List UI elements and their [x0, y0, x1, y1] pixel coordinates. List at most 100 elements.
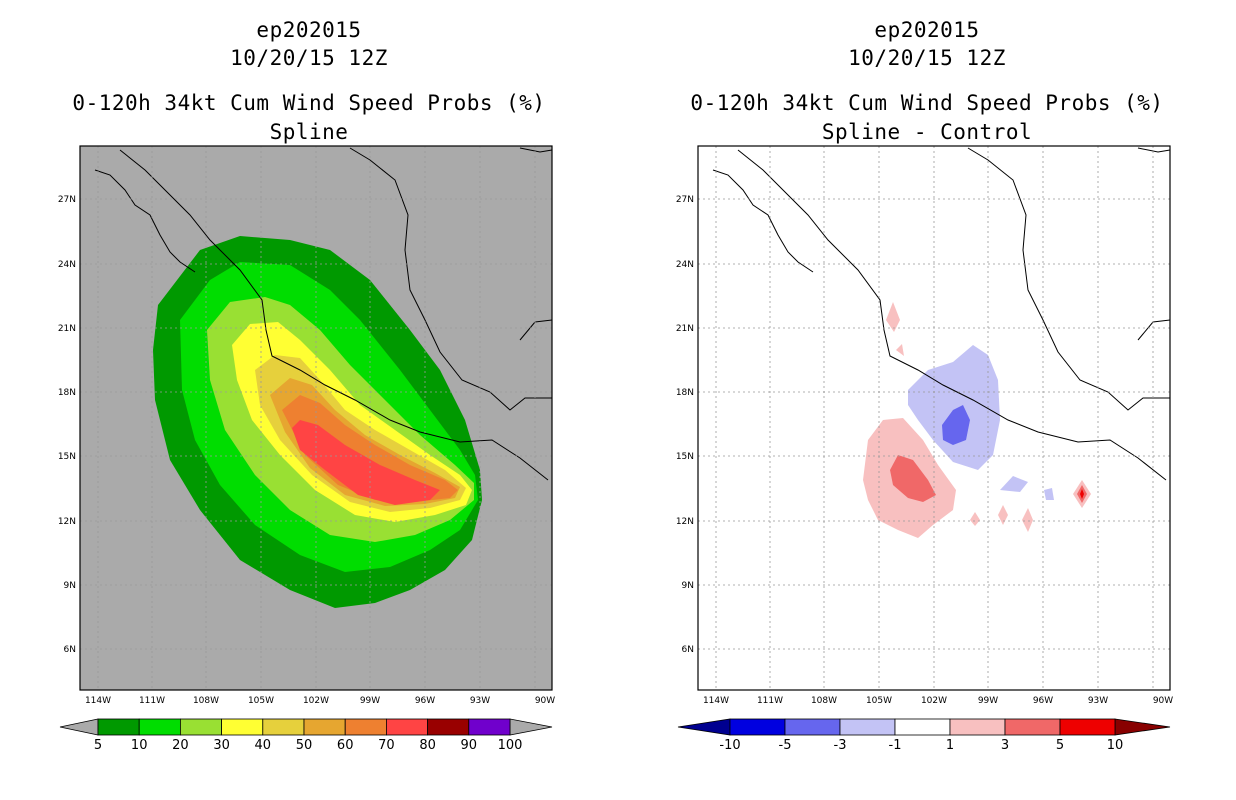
colorbar-under-arrow: [677, 718, 731, 736]
right-title-storm: ep202015: [874, 18, 980, 42]
left-title-product: 0-120h 34kt Cum Wind Speed Probs (%): [72, 91, 546, 115]
lat-label: 12N: [58, 517, 76, 527]
lon-label: 90W: [1153, 696, 1173, 706]
coastline-texas: [1137, 147, 1171, 153]
colorbar-tick-label: 3: [1001, 738, 1009, 753]
coastline-baja: [94, 169, 196, 273]
lat-label: 9N: [682, 581, 694, 591]
coastline-gulf: [349, 147, 552, 411]
coastline-texas: [519, 147, 553, 153]
lon-label: 96W: [415, 696, 435, 706]
colorbar-segment: [97, 718, 140, 736]
lat-label: 15N: [58, 452, 76, 462]
colorbar-segment: [385, 718, 428, 736]
colorbar-tick-label: 70: [378, 738, 395, 753]
colorbar-segment: [138, 718, 181, 736]
lon-label: 99W: [360, 696, 380, 706]
colorbar-tick-label: 100: [498, 738, 523, 753]
diff-neg-light: [908, 345, 1000, 470]
diff-pos-light: [1022, 508, 1033, 532]
colorbar-tick-label: 10: [131, 738, 148, 753]
diff-pos-strong: [1080, 489, 1084, 499]
colorbar-segment: [1059, 718, 1116, 736]
lat-label: 18N: [676, 388, 694, 398]
colorbar-tick-label: -5: [779, 738, 792, 753]
lat-label: 24N: [676, 260, 694, 270]
left-panel: ep202015 10/20/15 12Z 0-120h 34kt Cum Wi…: [58, 18, 555, 753]
lon-label: 111W: [757, 696, 783, 706]
lat-label: 15N: [676, 452, 694, 462]
lat-label: 9N: [64, 581, 76, 591]
colorbar-tick-label: 5: [1056, 738, 1064, 753]
prob-band-70: [292, 420, 440, 505]
lon-label: 102W: [303, 696, 329, 706]
diff-pos-light: [896, 344, 904, 356]
lon-label: 93W: [1088, 696, 1108, 706]
colorbar-tick-label: 10: [1107, 738, 1124, 753]
colorbar-segment: [303, 718, 346, 736]
right-map: 114W 111W 108W 105W 102W 99W 96W 93W 90W…: [676, 145, 1173, 753]
colorbar-segment: [427, 718, 470, 736]
lon-label: 99W: [978, 696, 998, 706]
right-colorbar: -10 -5 -3 -1 1 3 5 10: [677, 718, 1171, 753]
left-map: 114W 111W 108W 105W 102W 99W 96W 93W 90W…: [58, 145, 555, 753]
colorbar-segment: [221, 718, 264, 736]
colorbar-segment: [949, 718, 1006, 736]
colorbar-tick-label: 20: [172, 738, 189, 753]
lat-label: 24N: [58, 260, 76, 270]
colorbar-tick-label: -1: [889, 738, 902, 753]
left-lat-labels: 27N 24N 21N 18N 15N 12N 9N 6N: [58, 195, 76, 655]
left-lon-labels: 114W 111W 108W 105W 102W 99W 96W 93W 90W: [85, 696, 555, 706]
colorbar-over-arrow: [509, 718, 553, 736]
diff-pos-light: [998, 505, 1008, 525]
colorbar-segment: [729, 718, 786, 736]
lat-label: 6N: [64, 645, 76, 655]
diff-neg-light: [1000, 476, 1028, 492]
coastline-baja: [712, 169, 814, 273]
colorbar-segment: [262, 718, 305, 736]
colorbar-segment: [179, 718, 222, 736]
lon-label: 102W: [921, 696, 947, 706]
lon-label: 114W: [85, 696, 111, 706]
diff-pos-light: [970, 512, 980, 526]
lon-label: 108W: [811, 696, 837, 706]
left-gridlines: [80, 146, 552, 690]
lon-label: 111W: [139, 696, 165, 706]
left-map-frame: [79, 145, 553, 691]
colorbar-over-arrow: [1114, 718, 1171, 736]
colorbar-tick-label: -3: [834, 738, 847, 753]
diff-neg-medium: [942, 405, 970, 445]
lat-label: 18N: [58, 388, 76, 398]
coastline-mainland-pacific: [737, 149, 1167, 481]
left-title-method: Spline: [269, 120, 349, 144]
lat-label: 21N: [676, 324, 694, 334]
prob-band-60: [282, 395, 458, 502]
left-coastlines: [94, 147, 553, 481]
right-coastlines: [712, 147, 1171, 481]
lat-label: 12N: [676, 517, 694, 527]
right-map-frame: [697, 145, 1171, 691]
lon-label: 105W: [248, 696, 274, 706]
colorbar-tick-label: 1: [946, 738, 954, 753]
diff-pos-light: [886, 302, 900, 332]
right-panel: ep202015 10/20/15 12Z 0-120h 34kt Cum Wi…: [618, 0, 1236, 800]
colorbar-segment: [468, 718, 511, 736]
lon-label: 114W: [703, 696, 729, 706]
right-title-time: 10/20/15 12Z: [848, 46, 1006, 70]
colorbar-tick-label: 60: [337, 738, 354, 753]
colorbar-segment: [839, 718, 896, 736]
lat-label: 6N: [682, 645, 694, 655]
colorbar-segment: [784, 718, 841, 736]
diff-pos-medium: [919, 484, 929, 496]
lon-label: 105W: [866, 696, 892, 706]
lon-label: 90W: [535, 696, 555, 706]
colorbar-segment: [344, 718, 387, 736]
lon-label: 93W: [470, 696, 490, 706]
right-lat-labels: 27N 24N 21N 18N 15N 12N 9N 6N: [676, 195, 694, 655]
right-lon-labels: 114W 111W 108W 105W 102W 99W 96W 93W 90W: [703, 696, 1173, 706]
colorbar-tick-label: -10: [719, 738, 740, 753]
left-prob-contours: [153, 236, 482, 608]
lat-label: 27N: [676, 195, 694, 205]
left-colorbar: 5 10 20 30 40 50 60 70 80 90 100: [59, 718, 553, 753]
colorbar-under-arrow: [59, 718, 99, 736]
